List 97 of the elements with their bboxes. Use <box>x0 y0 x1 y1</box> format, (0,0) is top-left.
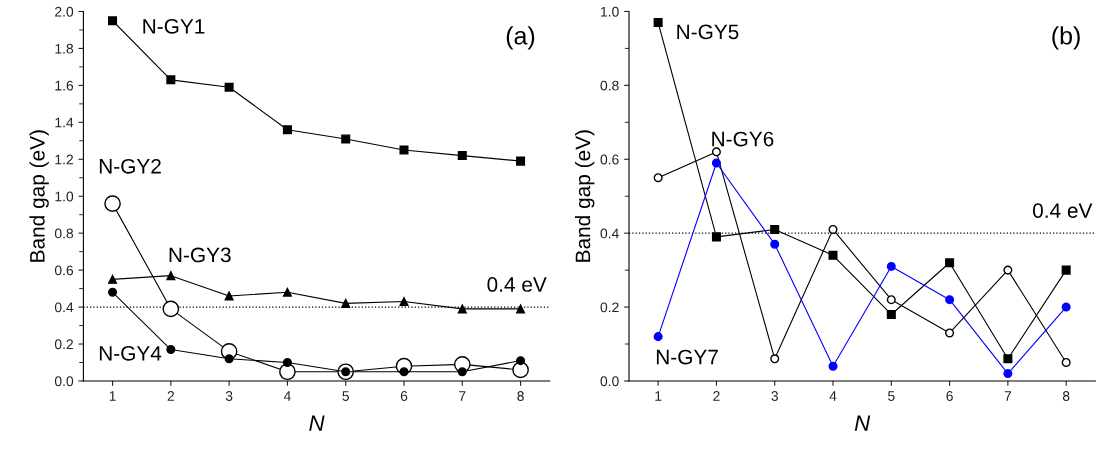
point <box>166 345 176 355</box>
x-axis-title: N <box>309 415 325 431</box>
x-tick-label: 4 <box>829 391 837 401</box>
y-tick-label: 1.6 <box>55 80 74 91</box>
point <box>457 367 467 377</box>
series-label: N-GY6 <box>712 131 774 147</box>
series-label: N-GY4 <box>99 345 162 361</box>
point <box>162 300 180 318</box>
series-label: N-GY2 <box>99 158 161 174</box>
series-label: N-GY1 <box>143 18 205 34</box>
y-tick-label: 1.0 <box>601 6 619 17</box>
y-tick-label: 1.8 <box>55 43 74 54</box>
point <box>224 291 234 301</box>
point <box>711 158 721 168</box>
point <box>1061 265 1071 275</box>
point <box>828 250 838 260</box>
point <box>104 195 121 212</box>
y-tick-label: 0.0 <box>600 376 619 387</box>
point <box>1061 357 1071 368</box>
y-tick-label: 0.6 <box>54 265 74 276</box>
x-tick-label: 3 <box>225 391 233 401</box>
y-tick-label: 0.2 <box>600 302 619 313</box>
annotation: (a) <box>506 26 535 50</box>
point <box>945 328 955 338</box>
point <box>224 82 234 92</box>
annotation: (b) <box>1052 26 1080 50</box>
y-tick-label: 0.4 <box>600 228 619 239</box>
point <box>166 75 176 85</box>
point <box>166 271 176 281</box>
series-label: N-GY5 <box>677 24 739 40</box>
point <box>108 287 118 297</box>
y-tick-label: 0.2 <box>54 339 73 350</box>
point <box>886 309 896 319</box>
series-label: N-GY7 <box>656 349 718 365</box>
y-tick-label: 1.4 <box>55 117 74 128</box>
point <box>770 224 780 234</box>
x-tick-label: 7 <box>459 391 466 401</box>
y-tick-label: 2.0 <box>55 6 74 17</box>
point <box>653 173 663 183</box>
point <box>282 357 292 368</box>
point <box>1061 302 1071 312</box>
point <box>1003 369 1013 379</box>
y-axis-title: Band gap (eV) <box>574 130 595 262</box>
point <box>945 295 955 305</box>
y-tick-label: 0.8 <box>600 80 619 91</box>
point <box>516 156 526 166</box>
point <box>457 151 467 161</box>
point <box>828 361 838 371</box>
point <box>711 147 721 157</box>
point <box>108 274 118 284</box>
point <box>945 258 955 268</box>
x-tick-label: 1 <box>109 391 116 401</box>
point <box>770 354 780 364</box>
ref-line-label: 0.4 eV <box>1032 203 1093 218</box>
point <box>886 261 896 271</box>
y-tick-label: 1.2 <box>55 154 73 165</box>
ref-line-label: 0.4 eV <box>487 277 547 292</box>
x-axis-title: N <box>854 415 871 431</box>
y-tick-label: 0.6 <box>600 154 619 165</box>
point <box>653 18 663 28</box>
point <box>399 145 409 155</box>
point <box>341 298 351 308</box>
point <box>1003 265 1013 275</box>
point <box>828 224 838 234</box>
x-tick-label: 8 <box>1062 391 1070 401</box>
x-tick-label: 4 <box>283 391 291 401</box>
point <box>282 287 292 297</box>
point <box>224 354 234 364</box>
point <box>108 16 118 26</box>
y-axis-title: Band gap (eV) <box>29 130 49 262</box>
point <box>282 125 292 135</box>
x-tick-label: 5 <box>888 391 895 401</box>
x-tick-label: 3 <box>771 391 778 401</box>
x-tick-label: 2 <box>167 391 174 401</box>
point <box>653 332 663 342</box>
x-tick-label: 7 <box>1004 391 1012 401</box>
x-tick-label: 2 <box>713 391 720 401</box>
x-tick-label: 6 <box>946 391 953 401</box>
point <box>1003 354 1013 364</box>
point <box>516 304 526 314</box>
point <box>399 297 409 307</box>
y-tick-label: 0.0 <box>54 376 74 387</box>
y-tick-label: 1.0 <box>55 191 74 202</box>
point <box>770 239 780 249</box>
x-tick-label: 8 <box>517 391 524 401</box>
point <box>341 134 351 144</box>
y-tick-label: 0.4 <box>54 302 74 313</box>
point <box>886 295 896 305</box>
point <box>399 367 409 377</box>
x-tick-label: 1 <box>655 391 662 401</box>
point <box>457 304 467 314</box>
point <box>711 232 721 242</box>
y-tick-label: 0.8 <box>54 228 74 239</box>
x-tick-label: 6 <box>400 391 408 401</box>
x-tick-label: 5 <box>342 391 349 401</box>
point <box>516 356 526 366</box>
series-label: N-GY3 <box>169 247 231 263</box>
